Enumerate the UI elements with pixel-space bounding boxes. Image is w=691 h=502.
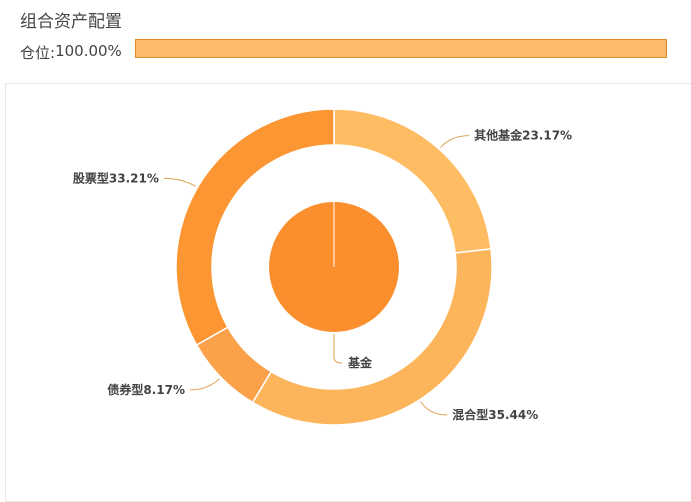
outer-slice-label-0: 其他基金23.17% [474,128,572,143]
outer-leader-line-3 [163,177,196,187]
position-value: 100.00% [55,42,122,60]
position-label: 仓位: [20,44,56,62]
inner-slice-label-0: 基金 [347,355,373,370]
position-progress-bar [135,39,667,58]
outer-leader-line-2 [189,378,220,391]
page-title: 组合资产配置 [20,12,122,32]
outer-slice-label-3: 股票型33.21% [73,170,159,185]
position-progress-fill [136,40,666,57]
position-row: 仓位: 100.00% [20,42,122,63]
outer-leader-line-0 [440,135,470,148]
outer-leader-line-1 [420,401,448,416]
inner-leader-line-0 [333,334,343,364]
outer-slice-label-2: 债券型8.17% [107,382,185,397]
outer-slice-label-1: 混合型35.44% [452,407,538,422]
outer-slice-3 [175,108,335,346]
